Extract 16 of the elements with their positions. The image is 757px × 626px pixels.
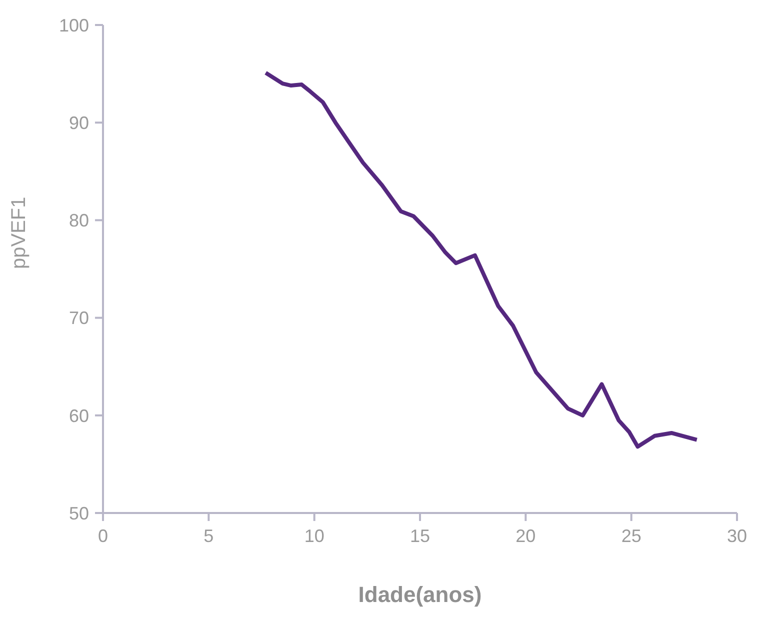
y-tick-label: 80 (68, 210, 89, 231)
y-tick-label: 90 (68, 112, 89, 133)
x-tick-label: 5 (204, 526, 214, 546)
y-tick-label: 100 (58, 15, 89, 36)
x-tick-label: 0 (98, 526, 108, 546)
x-tick-label: 30 (726, 526, 748, 546)
y-axis-title: ppVEF1 (8, 196, 30, 269)
y-tick-label: 50 (68, 503, 89, 524)
x-tick-label: 25 (621, 526, 642, 546)
y-tick-label: 70 (68, 308, 89, 328)
x-tick-label: 15 (410, 526, 430, 546)
x-axis-title: Idade(anos) (358, 582, 482, 607)
y-tick-label: 60 (68, 406, 89, 426)
line-series (264, 70, 699, 449)
x-tick-label: 20 (516, 526, 536, 546)
x-tick-label: 10 (304, 526, 324, 546)
